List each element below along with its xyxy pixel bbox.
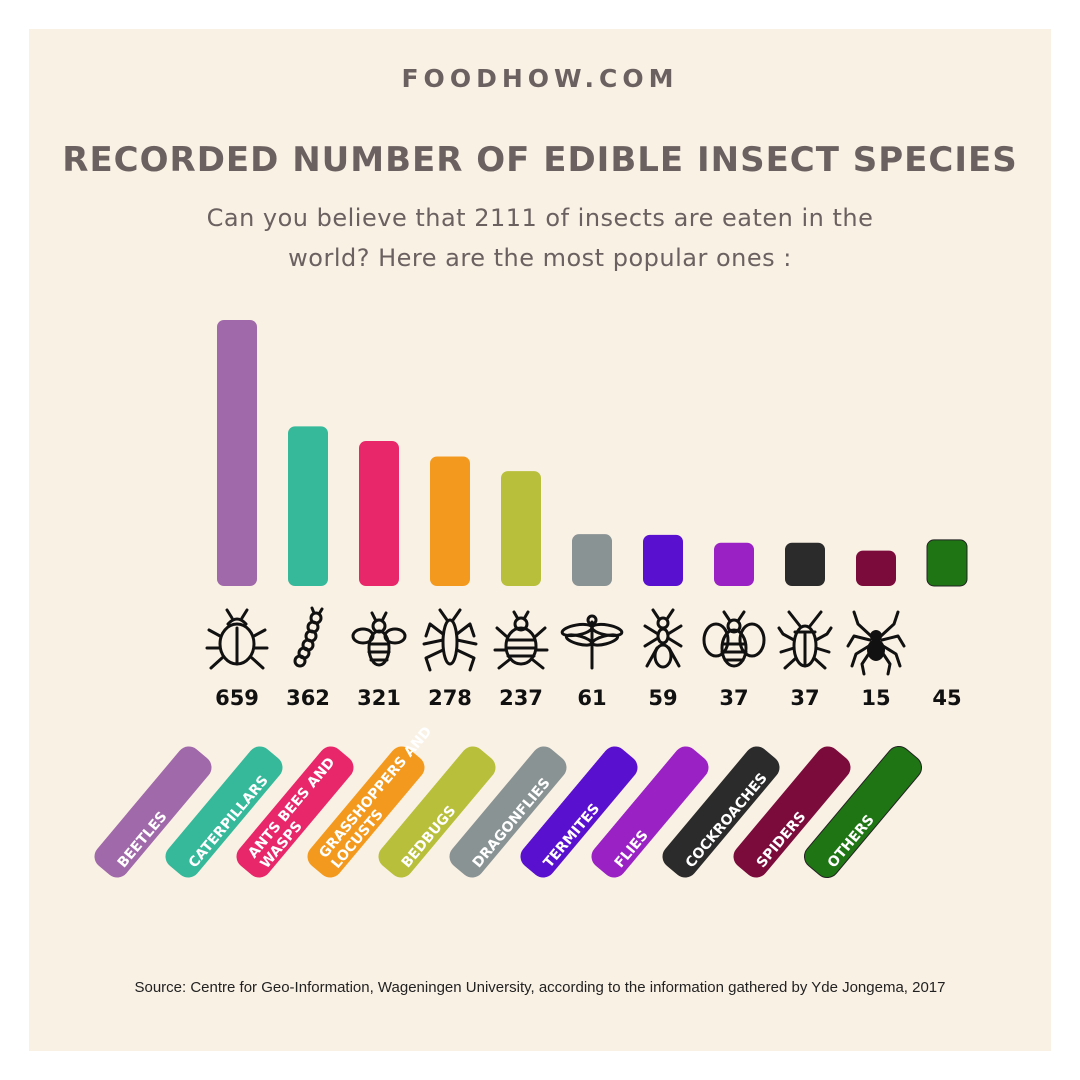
beetle-icon	[205, 608, 269, 670]
bedbug-icon	[493, 610, 549, 670]
value-label-bedbugs: 237	[499, 686, 543, 710]
bar-others	[926, 539, 968, 587]
bar-flies	[714, 542, 754, 586]
dragonfly-icon	[560, 614, 624, 670]
value-label-ants-bees-and-wasps: 321	[357, 686, 401, 710]
bar-beetles	[217, 320, 257, 586]
grasshopper-icon	[422, 608, 478, 672]
caterpillar-icon	[293, 606, 324, 668]
bar-termites	[643, 534, 683, 586]
brand-name: FOODHOW.COM	[401, 64, 679, 93]
bar-ants-bees-and-wasps	[359, 441, 399, 586]
value-label-others: 45	[932, 686, 961, 710]
value-label-beetles: 659	[215, 686, 259, 710]
value-label-grasshoppers-and-locusts: 278	[428, 686, 472, 710]
fly-icon	[702, 610, 766, 668]
value-label-cockroaches: 37	[790, 686, 819, 710]
chart-title: RECORDED NUMBER OF EDIBLE INSECT SPECIES	[62, 140, 1018, 180]
subtitle-line-1: Can you believe that 2111 of insects are…	[206, 204, 874, 232]
value-label-termites: 59	[648, 686, 677, 710]
value-label-spiders: 15	[861, 686, 890, 710]
value-label-flies: 37	[719, 686, 748, 710]
bar-grasshoppers-and-locusts	[430, 456, 470, 586]
bar-cockroaches	[785, 542, 825, 586]
spider-icon	[846, 610, 906, 676]
ant-icon	[643, 608, 683, 669]
bee-icon	[351, 611, 407, 667]
bar-caterpillars	[288, 426, 328, 586]
bar-spiders	[856, 550, 896, 586]
bar-bedbugs	[501, 471, 541, 586]
bar-dragonflies	[572, 534, 612, 586]
cockroach-icon	[777, 610, 833, 670]
value-label-caterpillars: 362	[286, 686, 330, 710]
source-note: Source: Centre for Geo-Information, Wage…	[134, 979, 946, 996]
value-label-dragonflies: 61	[577, 686, 606, 710]
subtitle-line-2: world? Here are the most popular ones :	[288, 244, 792, 272]
chart-subtitle: Can you believe that 2111 of insects are…	[150, 198, 930, 278]
